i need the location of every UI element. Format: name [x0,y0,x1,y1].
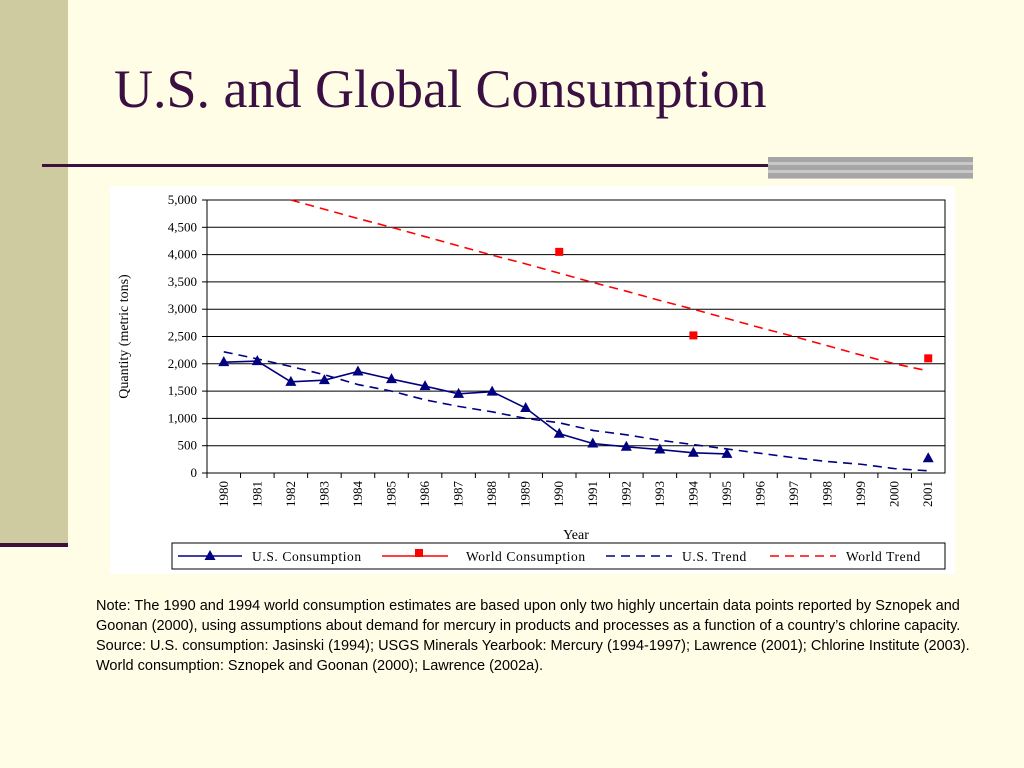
u-s-trend-line [223,351,929,472]
x-axis-label: Year [563,528,589,543]
u-s-consumption-point [687,446,699,457]
left-decor-line [0,543,68,547]
world-trend-line [290,199,929,372]
u-s-consumption-point [654,443,666,454]
x-tick-label: 1985 [384,481,399,507]
world-consumption-point [689,331,698,340]
y-tick-label: 3,000 [168,301,197,316]
x-tick-label: 1990 [551,481,566,507]
x-tick-label: 1982 [283,481,298,507]
y-tick-label: 1,500 [168,383,197,398]
x-tick-label: 1996 [753,481,768,508]
u-s-consumption-line [223,360,727,455]
u-s-consumption-point [218,356,230,367]
x-tick-label: 1992 [618,481,633,507]
u-s-consumption-point [520,402,532,413]
consumption-chart: 0 500 1,000 1,500 2,000 2,500 3,000 3,500 4,000 4… [117,192,946,570]
x-tick-label: 1988 [484,481,499,507]
u-s-consumption-point [587,437,599,448]
y-tick-label: 3,500 [168,274,197,289]
x-tick-label: 1995 [719,481,734,507]
x-tick-label: 1984 [350,481,365,508]
title-divider [42,164,772,167]
y-axis-label: Quantity (metric tons) [117,274,132,399]
x-tick-label: 1998 [820,481,835,507]
y-tick-label: 2,000 [168,356,197,371]
notes-block: Note: The 1990 and 1994 world consumptio… [96,596,976,676]
u-s-consumption-point [486,385,498,396]
u-s-consumption-point [251,355,263,366]
x-tick-label: 1999 [853,481,868,507]
u-s-consumption-point [352,365,364,376]
chart-panel: 0 500 1,000 1,500 2,000 2,500 3,000 3,500 4,000 4… [110,186,955,574]
world-consumption-point [924,354,933,363]
world-consumption-point [555,247,564,256]
u-s-consumption-point [453,387,465,398]
y-tick-label: 4,500 [168,219,197,234]
x-tick-label: 2000 [887,481,902,507]
slide-title: U.S. and Global Consumption [114,59,767,119]
x-tick-label: 2001 [920,481,935,507]
x-tick-label: 1991 [585,481,600,507]
y-tick-label: 0 [191,465,198,480]
x-tick-label: 1997 [786,481,801,508]
u-s-consumption-point [285,375,297,386]
x-tick-label: 1994 [685,481,700,508]
u-s-consumption-point [922,452,934,463]
legend-label: World Consumption [466,549,586,564]
u-s-consumption-point [386,373,397,384]
x-tick-label: 1983 [316,481,331,507]
legend-label: U.S. Trend [682,549,747,564]
u-s-consumption-point [620,440,632,451]
x-tick-label: 1980 [216,481,231,507]
y-tick-label: 2,500 [168,329,197,344]
x-tick-label: 1987 [451,481,466,508]
legend-marker-world-consumption [415,549,423,557]
legend-label: U.S. Consumption [252,549,362,564]
y-tick-label: 1,000 [168,410,197,425]
y-tick-label: 5,000 [168,192,197,207]
legend-marker-u-s-consumption [204,550,216,560]
source-text: Source: U.S. consumption: Jasinski (1994… [96,638,970,674]
y-tick-label: 500 [178,438,198,453]
x-tick-label: 1986 [417,481,432,508]
note-text: Note: The 1990 and 1994 world consumptio… [96,598,961,634]
legend-label: World Trend [846,549,921,564]
left-decor-band [0,0,68,546]
x-tick-label: 1993 [652,481,667,507]
u-s-consumption-point [318,374,330,385]
u-s-consumption-point [419,380,431,391]
title-divider-accent [768,157,973,179]
x-tick-label: 1989 [518,481,533,507]
y-tick-label: 4,000 [168,247,197,262]
x-tick-label: 1981 [249,481,264,507]
u-s-consumption-point [721,447,733,458]
u-s-consumption-point [553,427,565,438]
